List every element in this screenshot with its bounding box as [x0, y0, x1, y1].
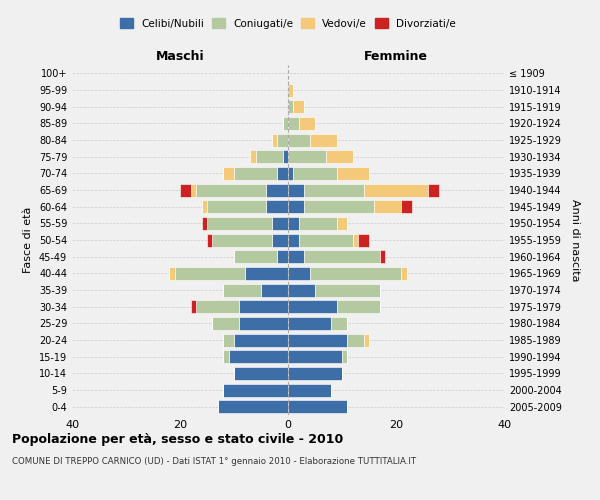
Bar	[261, 284, 288, 296]
Text: COMUNE DI TREPPO CARNICO (UD) - Dati ISTAT 1° gennaio 2010 - Elaborazione TUTTIT: COMUNE DI TREPPO CARNICO (UD) - Dati IST…	[12, 458, 416, 466]
Bar	[288, 250, 304, 263]
Y-axis label: Fasce di età: Fasce di età	[23, 207, 33, 273]
Bar	[283, 150, 288, 163]
Bar	[315, 284, 380, 296]
Bar	[207, 234, 212, 246]
Bar	[245, 267, 288, 280]
Bar	[223, 350, 229, 363]
Bar	[380, 250, 385, 263]
Bar	[277, 134, 288, 146]
Bar	[299, 217, 337, 230]
Legend: Celibi/Nubili, Coniugati/e, Vedovi/e, Divorziati/e: Celibi/Nubili, Coniugati/e, Vedovi/e, Di…	[116, 14, 460, 33]
Bar	[293, 167, 337, 180]
Bar	[288, 367, 342, 380]
Bar	[304, 184, 364, 196]
Bar	[364, 334, 369, 346]
Bar	[288, 184, 304, 196]
Bar	[202, 200, 207, 213]
Bar	[428, 184, 439, 196]
Text: Femmine: Femmine	[364, 50, 428, 62]
Bar	[229, 350, 288, 363]
Bar	[266, 184, 288, 196]
Bar	[250, 150, 256, 163]
Bar	[169, 267, 175, 280]
Bar	[234, 250, 277, 263]
Bar	[288, 284, 315, 296]
Y-axis label: Anni di nascita: Anni di nascita	[570, 198, 580, 281]
Bar	[175, 267, 245, 280]
Bar	[239, 317, 288, 330]
Bar	[288, 217, 299, 230]
Bar	[326, 150, 353, 163]
Bar	[288, 267, 310, 280]
Bar	[239, 300, 288, 313]
Bar	[234, 367, 288, 380]
Bar	[288, 167, 293, 180]
Bar	[337, 300, 380, 313]
Bar	[337, 167, 369, 180]
Bar	[288, 384, 331, 396]
Bar	[288, 100, 293, 113]
Bar	[223, 167, 234, 180]
Bar	[212, 234, 272, 246]
Text: Maschi: Maschi	[155, 50, 205, 62]
Bar	[272, 134, 277, 146]
Bar	[277, 167, 288, 180]
Bar	[234, 167, 277, 180]
Bar	[191, 300, 196, 313]
Bar	[288, 334, 347, 346]
Bar	[288, 117, 299, 130]
Bar	[310, 267, 401, 280]
Bar	[401, 267, 407, 280]
Bar	[234, 334, 288, 346]
Bar	[266, 200, 288, 213]
Bar	[288, 317, 331, 330]
Bar	[331, 317, 347, 330]
Bar	[347, 334, 364, 346]
Bar	[272, 217, 288, 230]
Bar	[288, 234, 299, 246]
Bar	[288, 134, 310, 146]
Bar	[304, 200, 374, 213]
Bar	[272, 234, 288, 246]
Bar	[293, 100, 304, 113]
Bar	[196, 184, 266, 196]
Bar	[288, 200, 304, 213]
Bar	[256, 150, 283, 163]
Bar	[212, 317, 239, 330]
Bar	[353, 234, 358, 246]
Bar	[223, 384, 288, 396]
Bar	[288, 400, 347, 413]
Bar	[364, 184, 428, 196]
Bar	[342, 350, 347, 363]
Bar	[288, 350, 342, 363]
Bar	[401, 200, 412, 213]
Bar	[218, 400, 288, 413]
Bar	[180, 184, 191, 196]
Bar	[283, 117, 288, 130]
Bar	[223, 284, 261, 296]
Bar	[299, 117, 315, 130]
Bar	[288, 300, 337, 313]
Bar	[337, 217, 347, 230]
Bar	[191, 184, 196, 196]
Bar	[374, 200, 401, 213]
Bar	[207, 200, 266, 213]
Text: Popolazione per età, sesso e stato civile - 2010: Popolazione per età, sesso e stato civil…	[12, 432, 343, 446]
Bar	[202, 217, 207, 230]
Bar	[310, 134, 337, 146]
Bar	[288, 84, 293, 96]
Bar	[277, 250, 288, 263]
Bar	[288, 150, 326, 163]
Bar	[223, 334, 234, 346]
Bar	[299, 234, 353, 246]
Bar	[196, 300, 239, 313]
Bar	[304, 250, 380, 263]
Bar	[207, 217, 272, 230]
Bar	[358, 234, 369, 246]
